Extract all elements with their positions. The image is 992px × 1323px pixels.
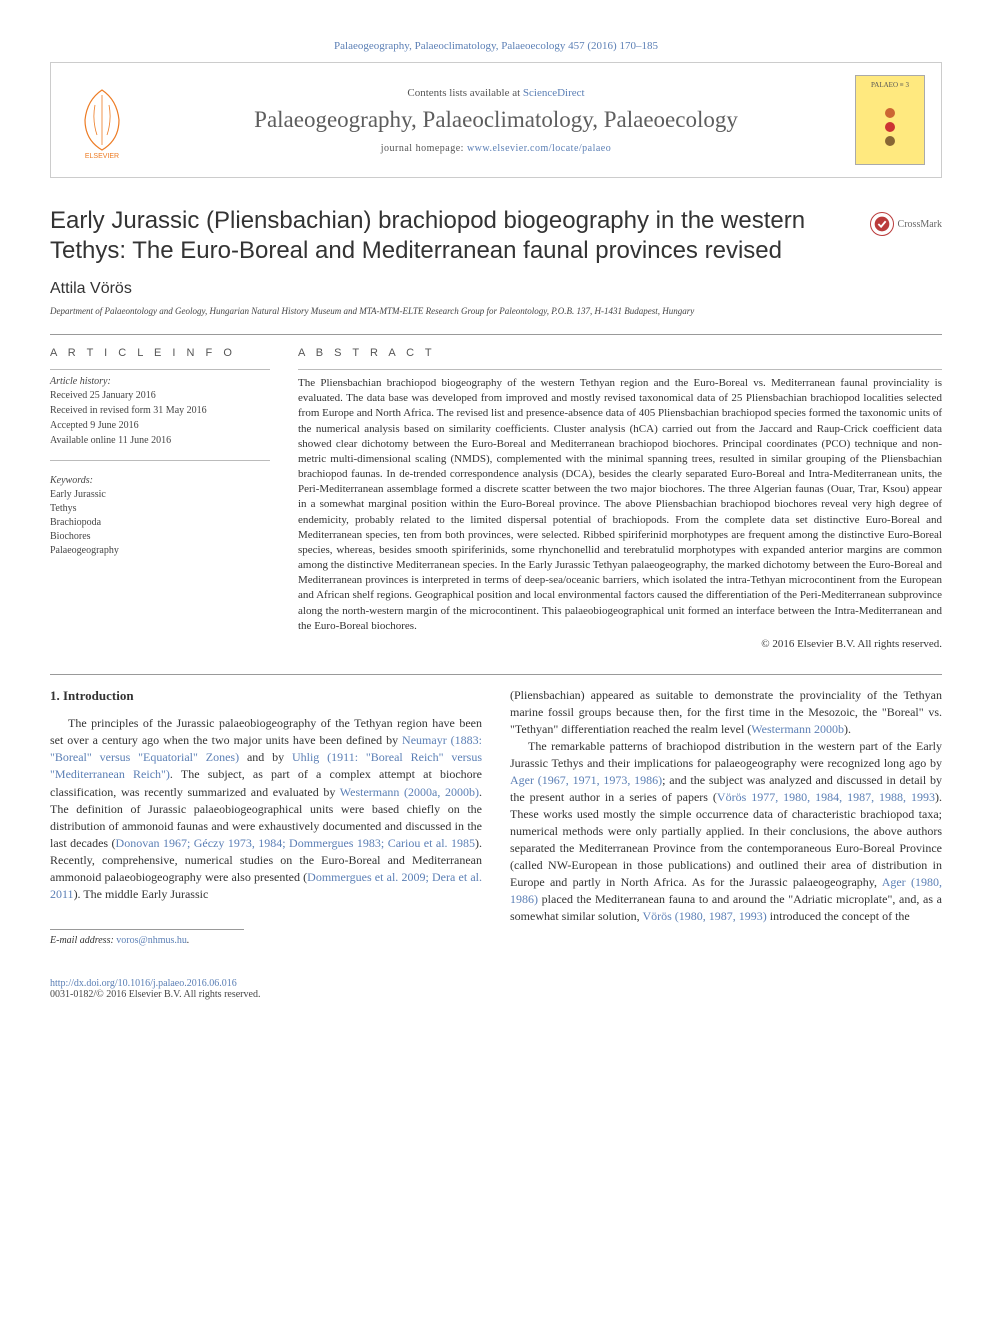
svg-text:ELSEVIER: ELSEVIER (85, 153, 119, 160)
intro-paragraph-1-cont: (Pliensbachian) appeared as suitable to … (510, 687, 942, 738)
email-link[interactable]: voros@nhmus.hu (116, 935, 187, 946)
crossmark-badge[interactable]: CrossMark (870, 212, 942, 236)
citation[interactable]: Westermann (2000a, 2000b) (340, 785, 479, 799)
article-title: Early Jurassic (Pliensbachian) brachiopo… (50, 206, 942, 266)
doi-link[interactable]: http://dx.doi.org/10.1016/j.palaeo.2016.… (50, 978, 942, 989)
elsevier-logo: ELSEVIER (67, 80, 137, 160)
intro-paragraph-2: The remarkable patterns of brachiopod di… (510, 738, 942, 925)
citation[interactable]: Ager (1967, 1971, 1973, 1986) (510, 773, 662, 787)
copyright-line: © 2016 Elsevier B.V. All rights reserved… (298, 638, 942, 650)
intro-paragraph-1: The principles of the Jurassic palaeobio… (50, 715, 482, 902)
sciencedirect-link[interactable]: ScienceDirect (523, 87, 585, 99)
page-footer: http://dx.doi.org/10.1016/j.palaeo.2016.… (50, 978, 942, 1000)
divider (50, 334, 942, 335)
citation[interactable]: Vörös (1980, 1987, 1993) (642, 909, 766, 923)
abstract-text: The Pliensbachian brachiopod biogeograph… (298, 376, 942, 634)
abstract-heading: A B S T R A C T (298, 347, 942, 359)
homepage-link[interactable]: www.elsevier.com/locate/palaeo (467, 143, 611, 154)
homepage-line: journal homepage: www.elsevier.com/locat… (157, 143, 835, 154)
body-column-left: 1. Introduction The principles of the Ju… (50, 687, 482, 948)
citation[interactable]: Westermann 2000b (751, 722, 844, 736)
contents-line: Contents lists available at ScienceDirec… (157, 87, 835, 99)
citation[interactable]: Donovan 1967; Géczy 1973, 1984; Dommergu… (116, 836, 475, 850)
author-name: Attila Vörös (50, 280, 942, 298)
body-column-right: (Pliensbachian) appeared as suitable to … (510, 687, 942, 948)
crossmark-icon (870, 212, 894, 236)
citation-header: Palaeogeography, Palaeoclimatology, Pala… (50, 40, 942, 52)
journal-header-box: ELSEVIER Contents lists available at Sci… (50, 62, 942, 178)
section-1-heading: 1. Introduction (50, 687, 482, 705)
citation[interactable]: Vörös 1977, 1980, 1984, 1987, 1988, 1993 (717, 790, 935, 804)
article-info-sidebar: A R T I C L E I N F O Article history: R… (50, 347, 270, 650)
issn-copyright: 0031-0182/© 2016 Elsevier B.V. All right… (50, 989, 942, 1000)
abstract-column: A B S T R A C T The Pliensbachian brachi… (298, 347, 942, 650)
affiliation: Department of Palaeontology and Geology,… (50, 306, 942, 316)
journal-name: Palaeogeography, Palaeoclimatology, Pala… (157, 107, 835, 133)
article-info-heading: A R T I C L E I N F O (50, 347, 270, 359)
journal-cover-thumbnail: PALAEO ≡ 3 (855, 75, 925, 165)
cover-dots (885, 104, 895, 150)
email-line: E-mail address: voros@nhmus.hu. (50, 929, 244, 948)
